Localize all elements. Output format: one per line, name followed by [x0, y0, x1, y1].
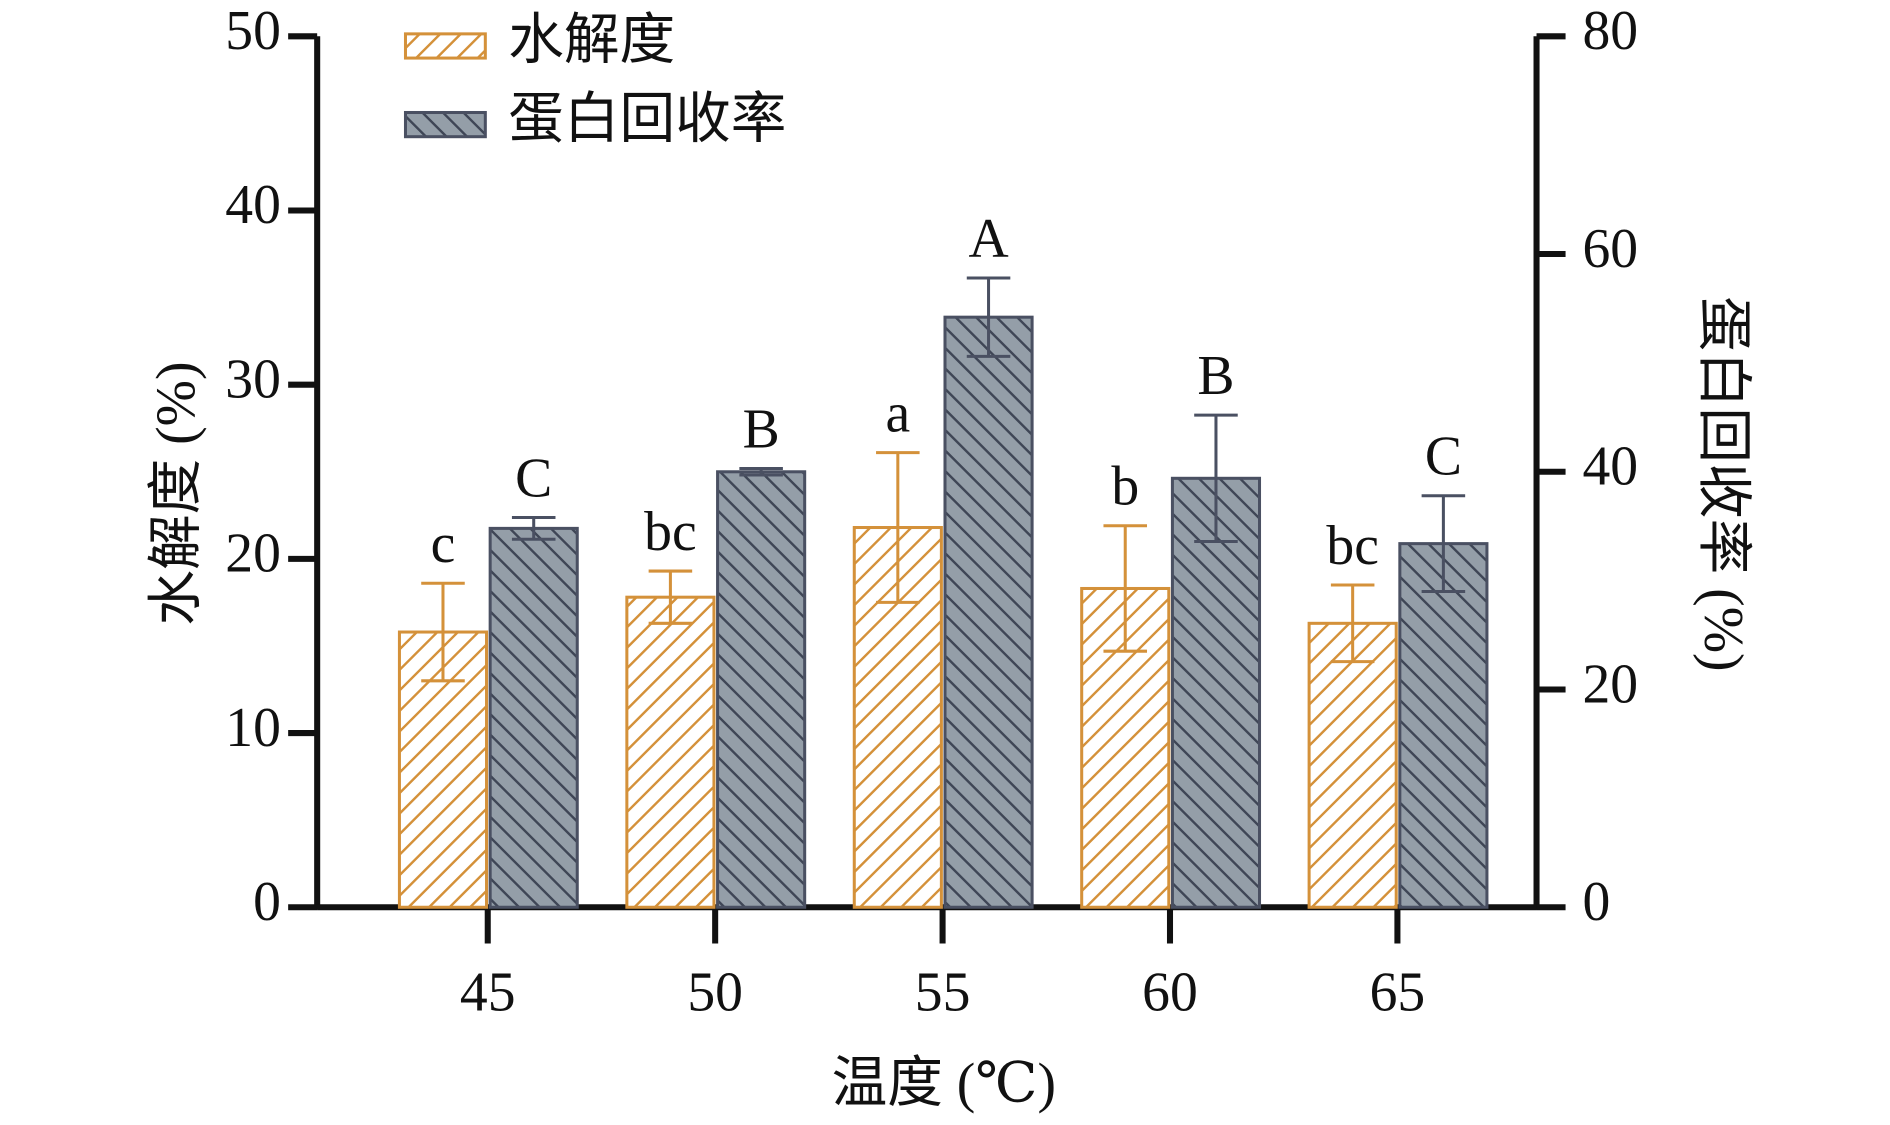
y-tick-label: 10: [225, 697, 281, 759]
y-tick-label: 40: [225, 174, 281, 236]
legend-label: 蛋白回收率: [508, 88, 786, 150]
error-bar: [1103, 524, 1148, 653]
bar: [943, 315, 1034, 909]
error-bar: [1421, 494, 1466, 594]
error-bar: [1194, 413, 1238, 543]
legend-swatch: [403, 110, 487, 139]
error-bar: [1330, 583, 1375, 664]
significance-label: B: [1197, 345, 1234, 407]
y-tick-label: 30: [225, 348, 281, 410]
y-tick-label: 50: [225, 0, 281, 62]
x-tick-label: 65: [1370, 962, 1426, 1024]
x-tick-label: 45: [460, 962, 516, 1024]
error-bar: [739, 466, 783, 477]
error-bar: [876, 451, 920, 604]
bar: [1398, 542, 1489, 909]
significance-label: bc: [644, 501, 697, 563]
x-tick-label: 60: [1142, 962, 1198, 1024]
significance-label: A: [968, 208, 1008, 270]
legend-label: 水解度: [508, 10, 675, 72]
error-bar: [511, 515, 556, 541]
y2-tick-label: 60: [1583, 218, 1639, 280]
legend-swatch: [403, 32, 487, 60]
bar: [625, 595, 716, 909]
error-bar: [966, 276, 1011, 358]
significance-label: bc: [1326, 515, 1379, 577]
y2-tick-label: 80: [1583, 0, 1639, 62]
significance-label: b: [1111, 456, 1139, 518]
y2-axis-label: 蛋白回收率 (%): [1692, 296, 1754, 671]
significance-label: B: [743, 398, 780, 460]
error-bar: [648, 569, 693, 625]
bar: [1307, 621, 1398, 909]
significance-label: C: [515, 447, 552, 509]
significance-label: C: [1425, 426, 1462, 488]
y2-tick-label: 0: [1583, 871, 1611, 933]
y2-tick-label: 40: [1583, 436, 1639, 498]
bar: [1170, 476, 1262, 909]
bar: [488, 526, 579, 909]
y-axis-label: 水解度 (%): [145, 361, 207, 625]
bar: [716, 470, 807, 909]
x-tick-label: 50: [687, 962, 743, 1024]
y-tick-label: 0: [253, 871, 281, 933]
y-tick-label: 20: [225, 523, 281, 585]
x-tick-label: 55: [915, 962, 971, 1024]
error-bar: [421, 581, 465, 683]
x-axis-label: 温度 (℃): [832, 1052, 1056, 1114]
significance-label: c: [431, 513, 456, 575]
y2-tick-label: 20: [1583, 653, 1639, 715]
significance-label: a: [885, 383, 910, 445]
